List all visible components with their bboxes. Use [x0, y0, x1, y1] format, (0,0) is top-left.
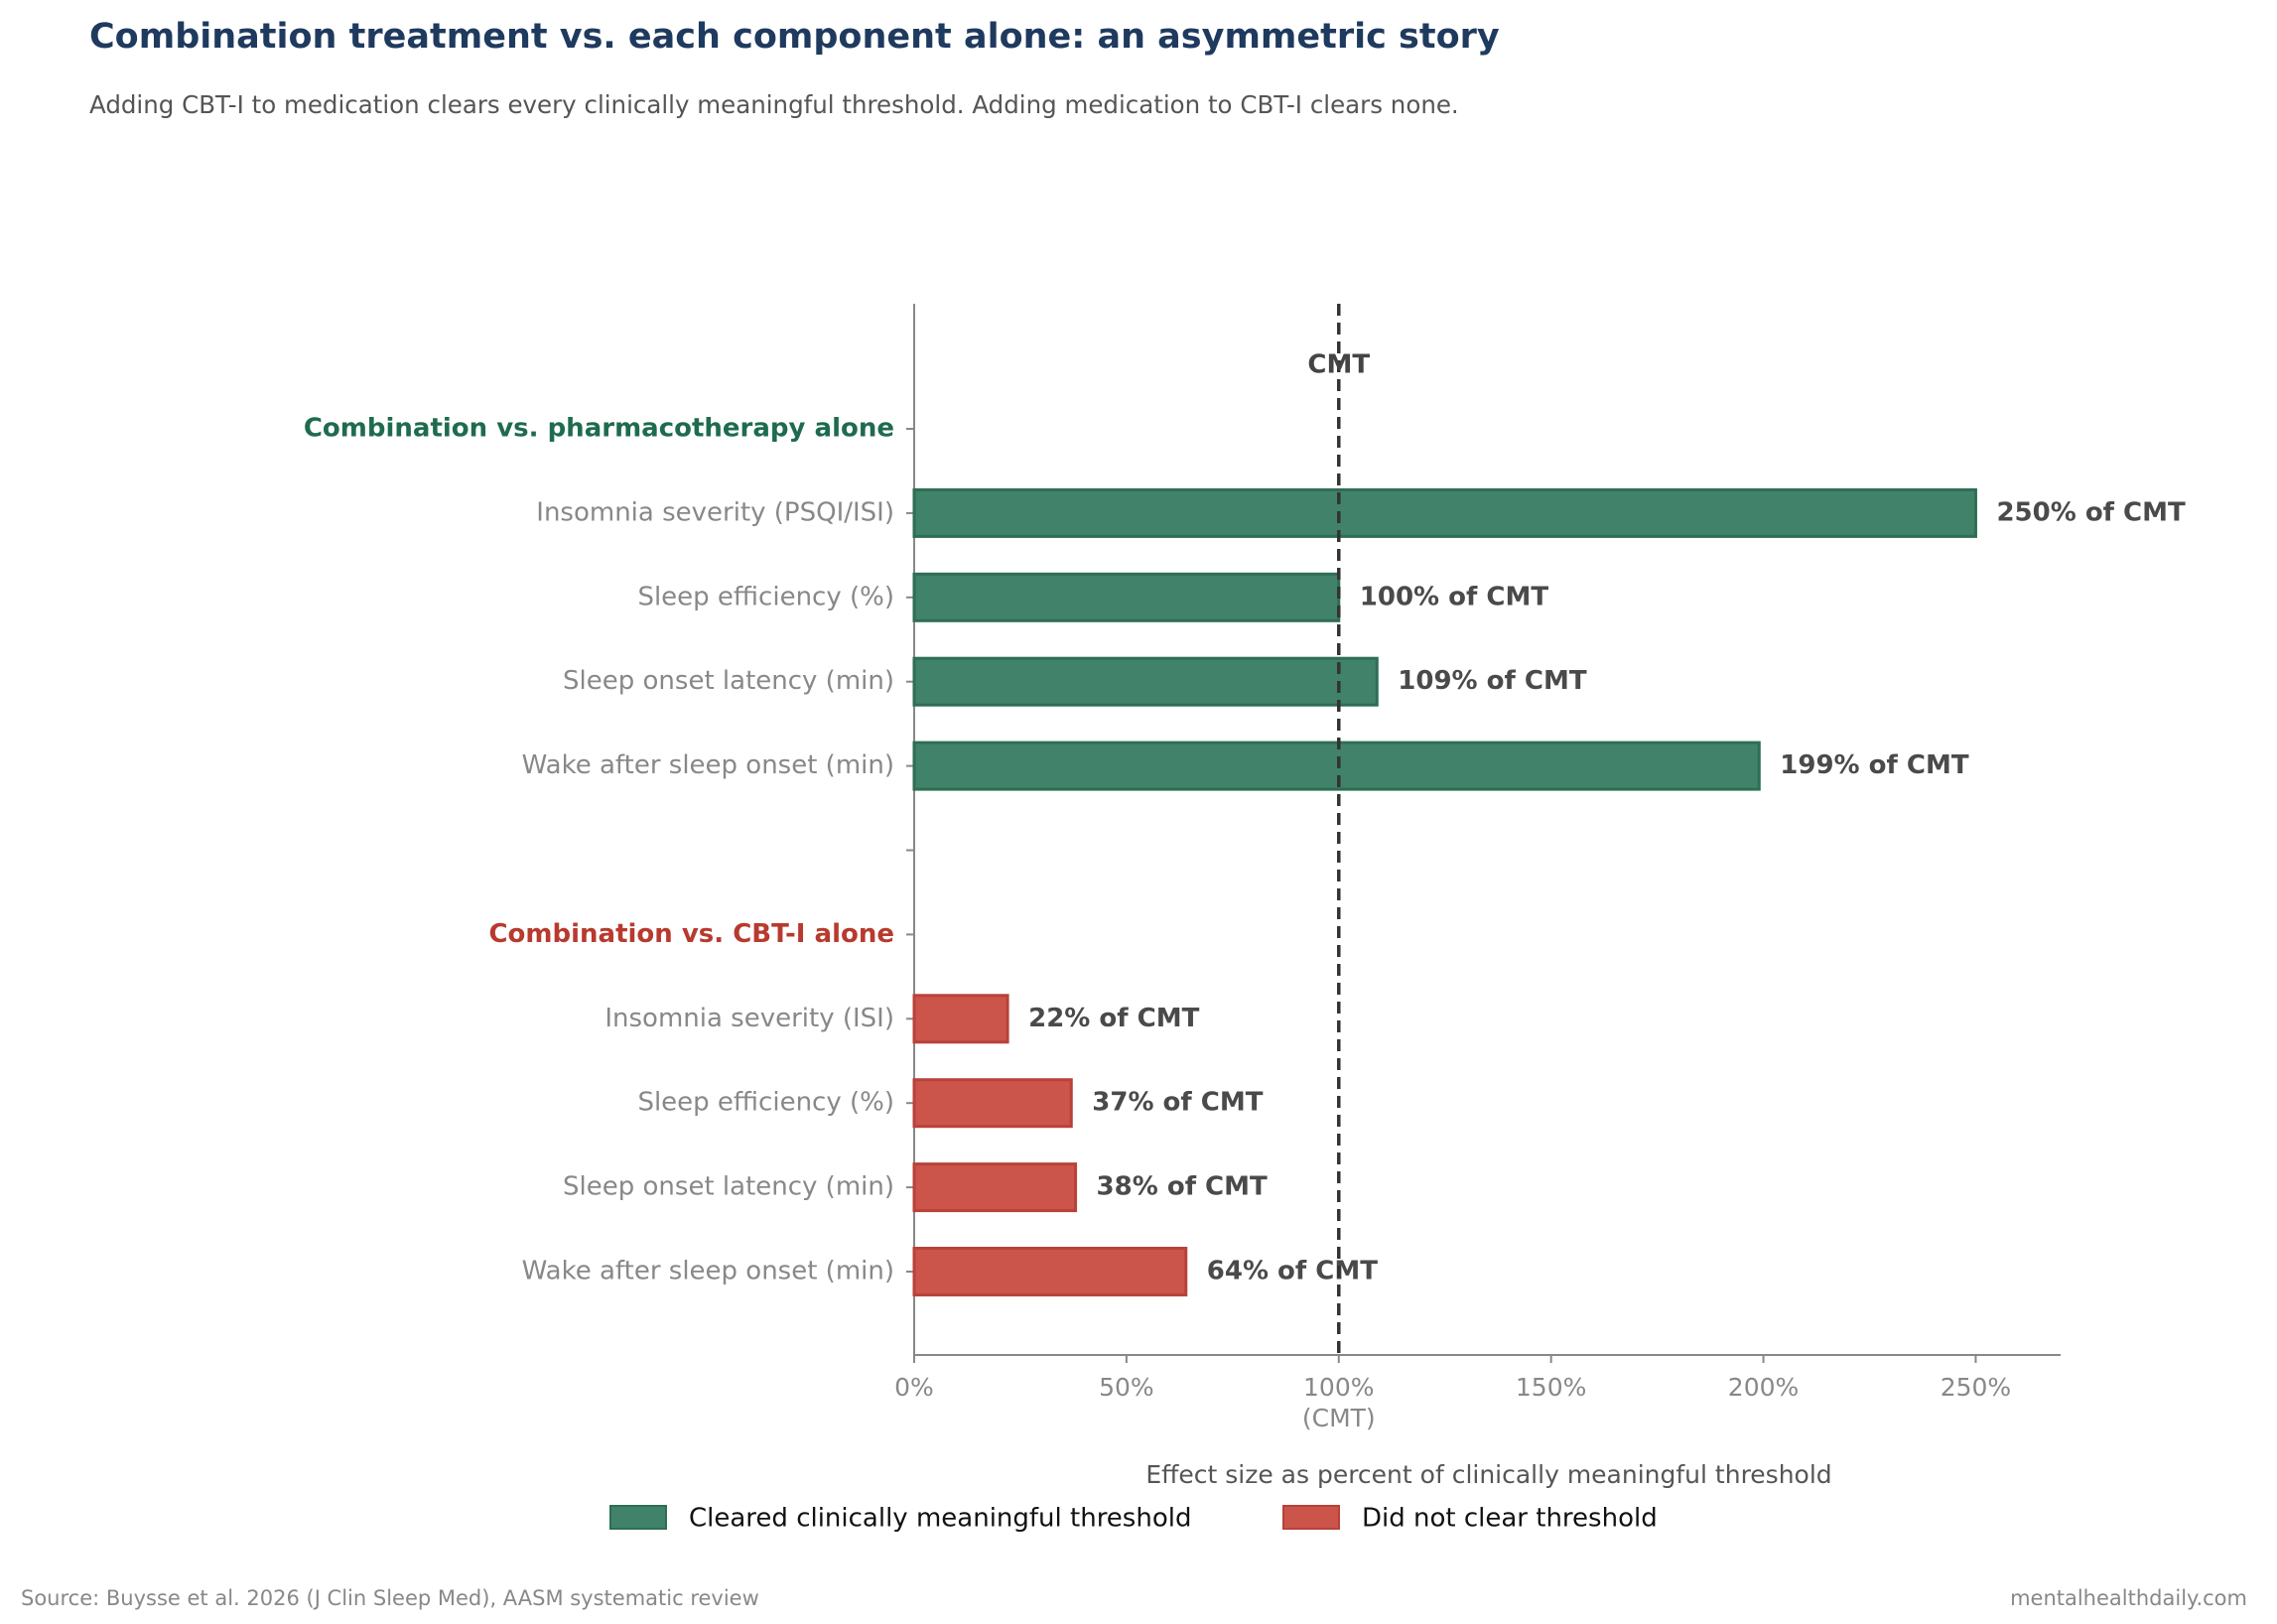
x-tick-label: 0%: [894, 1373, 934, 1402]
y-tick-label: Insomnia severity (ISI): [604, 1004, 894, 1033]
legend-swatch: [609, 1505, 667, 1530]
value-label: 64% of CMT: [1207, 1257, 1378, 1286]
chart-title: Combination treatment vs. each component…: [89, 17, 1500, 57]
x-tick-label: 200%: [1727, 1373, 1800, 1402]
legend-label: Did not clear threshold: [1362, 1504, 1658, 1534]
source-note: Source: Buysse et al. 2026 (J Clin Sleep…: [21, 1586, 759, 1610]
x-tick-label: 100% (CMT): [1301, 1373, 1376, 1432]
group-header: Combination vs. pharmacotherapy alone: [304, 414, 894, 444]
bar: [912, 487, 1977, 538]
y-tick-label: Sleep onset latency (min): [563, 666, 894, 696]
y-tick-label: Sleep onset latency (min): [563, 1172, 894, 1202]
bar: [912, 1162, 1078, 1213]
value-label: 37% of CMT: [1092, 1088, 1263, 1118]
legend-label: Cleared clinically meaningful threshold: [689, 1504, 1191, 1534]
x-tick-label: 150%: [1515, 1373, 1587, 1402]
bar: [912, 1078, 1073, 1129]
x-axis-label: Effect size as percent of clinically mea…: [1145, 1460, 1831, 1489]
bar: [912, 994, 1009, 1044]
credit: mentalhealthdaily.com: [2010, 1586, 2247, 1610]
value-label: 199% of CMT: [1780, 750, 1969, 780]
y-tick-label: Wake after sleep onset (min): [522, 1257, 894, 1286]
bar: [912, 656, 1379, 707]
x-tick-label: 50%: [1099, 1373, 1154, 1402]
x-tick-label: 250%: [1940, 1373, 2012, 1402]
bar: [912, 572, 1341, 622]
bar: [912, 1247, 1188, 1296]
reference-label: CMT: [1307, 350, 1370, 380]
y-tick-label: Wake after sleep onset (min): [522, 750, 894, 780]
chart-subtitle: Adding CBT-I to medication clears every …: [89, 90, 1459, 119]
bar: [912, 741, 1761, 791]
value-label: 250% of CMT: [1996, 497, 2186, 527]
value-label: 38% of CMT: [1097, 1172, 1268, 1202]
value-label: 109% of CMT: [1398, 666, 1587, 696]
group-header: Combination vs. CBT-I alone: [488, 919, 894, 949]
legend-swatch: [1282, 1505, 1340, 1530]
value-label: 100% of CMT: [1360, 582, 1549, 611]
y-tick-label: Sleep efficiency (%): [637, 582, 894, 611]
y-tick-label: Insomnia severity (PSQI/ISI): [536, 497, 894, 527]
y-tick-label: Sleep efficiency (%): [637, 1088, 894, 1118]
value-label: 22% of CMT: [1028, 1004, 1199, 1033]
